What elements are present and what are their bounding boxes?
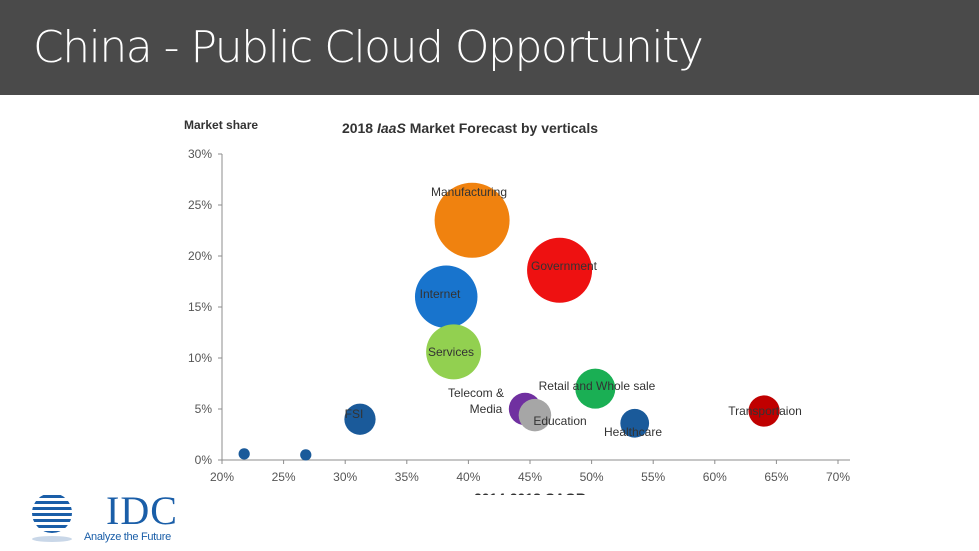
y-tick-label: 20% <box>188 249 212 263</box>
logo-wordmark: IDC <box>106 488 178 533</box>
x-tick-label: 45% <box>518 470 542 484</box>
data-label-line: Media <box>470 402 503 416</box>
bubble-transportaion <box>748 395 780 427</box>
globe-icon <box>32 495 72 542</box>
y-tick-label: 5% <box>195 402 213 416</box>
y-tick-label: 0% <box>195 453 213 467</box>
chart-title-part: Market Forecast by verticals <box>406 120 598 136</box>
y-tick-label: 25% <box>188 198 212 212</box>
chart-title: 2018 IaaS Market Forecast by verticals <box>342 120 598 136</box>
bubble-chart: 0% 5% 10% 15% 20% 25% 30% 20% 25% 30% 35% 40% 45% 50%… <box>184 118 850 495</box>
x-tick-label: 55% <box>641 470 665 484</box>
bubble-internet <box>414 265 478 329</box>
data-label: Retail and Whole sale <box>539 379 656 393</box>
data-label-line: Telecom & <box>448 386 504 400</box>
logo-tagline: Analyze the Future <box>84 531 171 543</box>
data-label: Healthcare <box>604 425 662 439</box>
y-tick-label: 10% <box>188 351 212 365</box>
chart-title-part: 2018 <box>342 120 377 136</box>
data-label: Manufacturing <box>431 185 507 199</box>
data-label: Telecom & Media <box>448 386 504 416</box>
bubble-fsi <box>344 403 376 435</box>
bubble-retail-and-whole-sale <box>575 368 616 409</box>
x-tick-label: 20% <box>210 470 234 484</box>
data-label: Education <box>533 414 586 428</box>
bubble-healthcare <box>620 408 650 438</box>
bubble-services <box>426 324 482 380</box>
bubble-government <box>527 237 593 303</box>
bubble-manufacturing <box>434 182 510 258</box>
x-tick-label: 70% <box>826 470 850 484</box>
y-tick-label: 30% <box>188 147 212 161</box>
data-label: Services <box>428 345 474 359</box>
x-tick-label: 40% <box>456 470 480 484</box>
x-tick-label: 50% <box>580 470 604 484</box>
y-axis-label: Market share <box>184 118 258 132</box>
data-label: Internet <box>420 287 461 301</box>
data-label: Transportaion <box>728 404 802 418</box>
data-label: Government <box>531 259 598 273</box>
bubble-education <box>518 398 552 432</box>
bubble-unlabeled <box>238 448 250 460</box>
idc-logo: IDC Analyze the Future <box>24 488 184 545</box>
y-tick-label: 15% <box>188 300 212 314</box>
data-label: FSI <box>345 407 364 421</box>
x-tick-label: 65% <box>764 470 788 484</box>
x-tick-label: 25% <box>272 470 296 484</box>
x-tick-label: 30% <box>333 470 357 484</box>
title-bar: China - Public Cloud Opportunity <box>0 0 979 95</box>
chart-title-part: IaaS <box>377 120 406 136</box>
x-axis-label: 2014-2018 CAGR <box>474 490 586 495</box>
slide-title: China - Public Cloud Opportunity <box>33 22 704 73</box>
x-tick-label: 60% <box>703 470 727 484</box>
x-tick-label: 35% <box>395 470 419 484</box>
bubble-unlabeled <box>300 449 312 461</box>
